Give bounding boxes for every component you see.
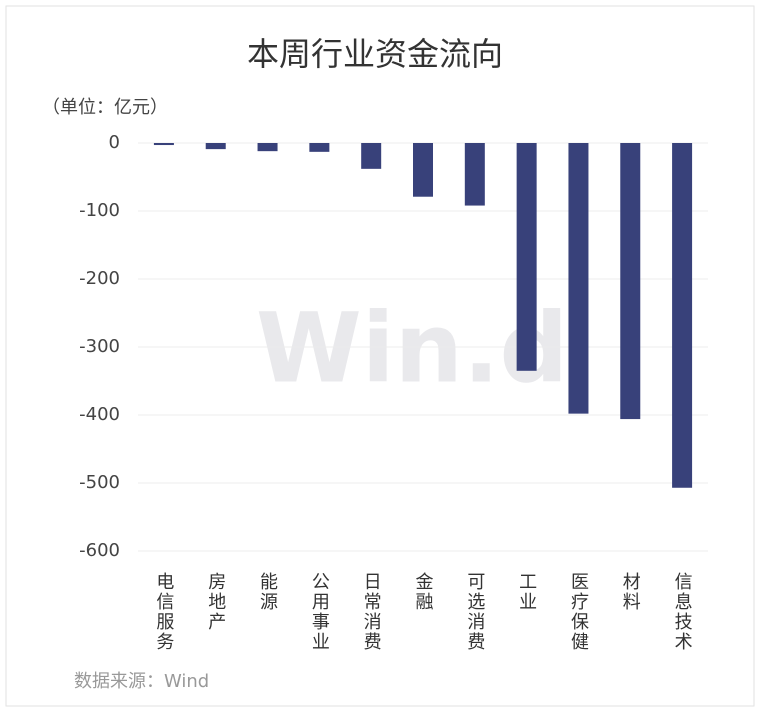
chart-title: 本周行业资金流向 <box>247 35 503 73</box>
bar <box>464 143 485 206</box>
x-tick-label: 信息技术 <box>672 572 693 652</box>
unit-label: （单位：亿元） <box>42 97 168 118</box>
x-tick-label: 材料 <box>620 572 641 612</box>
x-tick-label: 房地产 <box>205 572 226 632</box>
y-tick-label: -200 <box>79 268 120 289</box>
bar <box>361 143 382 169</box>
y-tick-label: 0 <box>109 132 120 153</box>
y-tick-label: -600 <box>79 540 120 561</box>
bar <box>309 143 330 152</box>
source: 数据来源：Wind <box>74 671 209 692</box>
bar <box>620 143 641 420</box>
bar <box>413 143 433 197</box>
y-tick-label: -300 <box>79 336 120 357</box>
bar <box>205 143 226 150</box>
bar <box>153 143 174 146</box>
bar <box>672 143 693 488</box>
bar <box>516 143 537 371</box>
x-tick-label: 可选消费 <box>464 572 485 652</box>
x-tick-label: 工业 <box>516 572 537 612</box>
x-tick-label: 公用事业 <box>309 572 330 652</box>
x-tick-label: 电信服务 <box>153 572 174 652</box>
bar <box>568 143 589 414</box>
watermark: Win.d <box>256 292 568 404</box>
x-tick-label: 能源 <box>257 572 278 612</box>
y-tick-label: -400 <box>79 404 120 425</box>
x-tick-label: 医疗保健 <box>568 572 589 652</box>
bar <box>257 143 278 152</box>
x-tick-label: 金融 <box>413 572 434 612</box>
y-tick-label: -100 <box>79 200 120 221</box>
x-tick-label: 日常消费 <box>361 572 382 652</box>
y-tick-label: -500 <box>79 472 120 493</box>
